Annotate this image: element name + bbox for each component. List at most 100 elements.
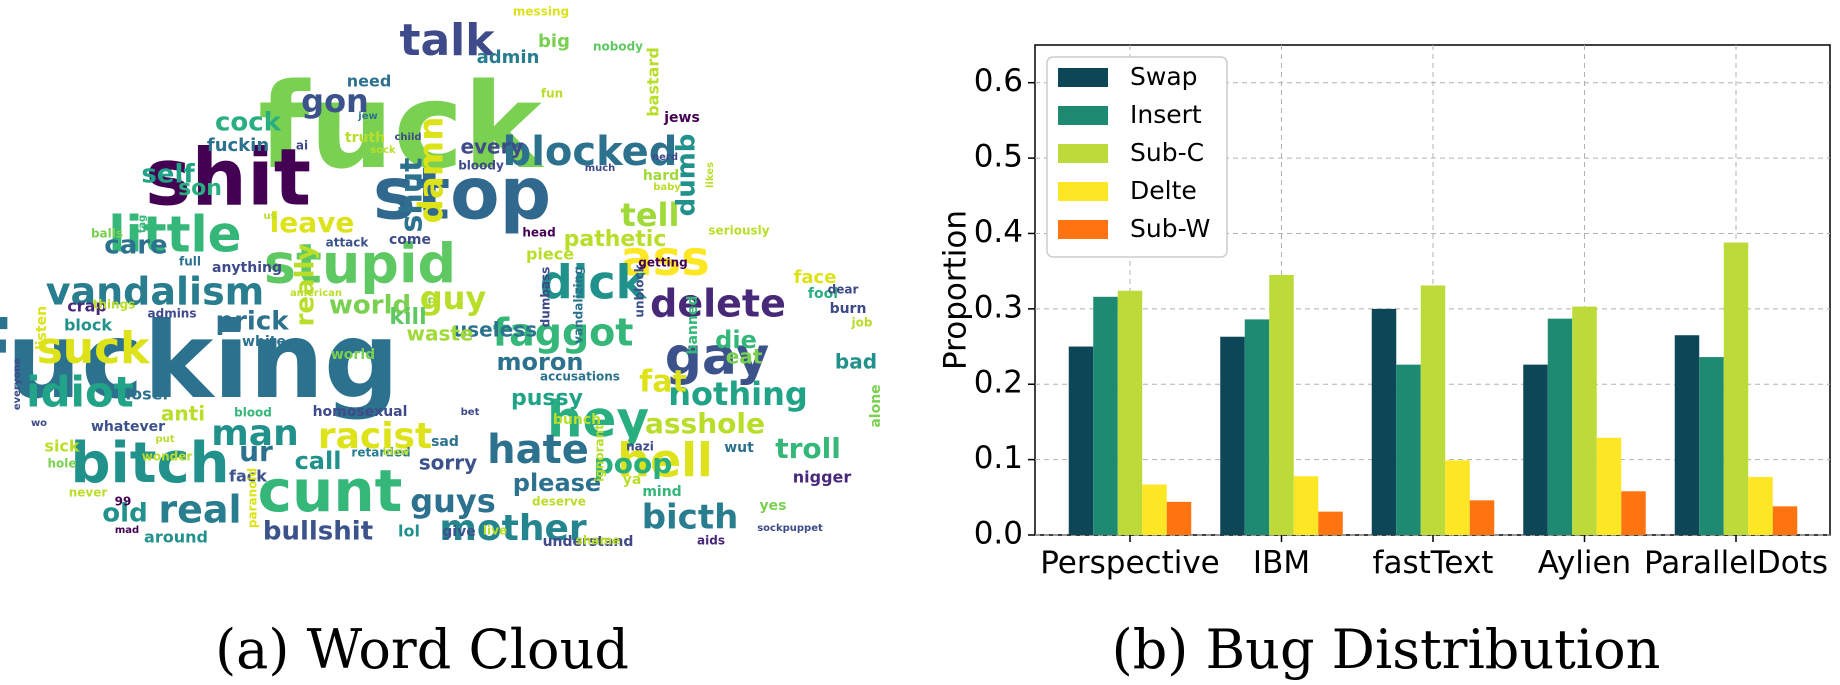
- cloud-word: wut: [724, 440, 754, 456]
- bar-insert: [1547, 318, 1573, 535]
- cloud-word: die: [715, 326, 757, 354]
- cloud-word: attack: [326, 236, 370, 250]
- cloud-word: world: [329, 291, 411, 321]
- cloud-word: retarded: [351, 446, 410, 460]
- cloud-word: vandalism: [46, 270, 265, 314]
- cloud-word: ur: [239, 435, 273, 468]
- bar-sub-w: [1469, 500, 1495, 535]
- caption-bug-distribution: (b) Bug Distribution: [1112, 618, 1661, 681]
- cloud-word: leave: [270, 206, 355, 239]
- cloud-word: shit: [145, 133, 311, 223]
- cloud-word: jews: [663, 110, 700, 126]
- cloud-word: dumbass: [539, 267, 553, 328]
- cloud-word: nobody: [593, 40, 643, 54]
- cloud-word: admins: [148, 307, 197, 321]
- cloud-word: fucking: [0, 300, 399, 422]
- y-axis-ticks: 0.0 0.1 0.2 0.3 0.4 0.5 0.6: [974, 63, 1035, 552]
- cloud-word: dick: [540, 256, 648, 310]
- legend-label: Delte: [1130, 176, 1197, 205]
- cloud-word: tell: [621, 196, 680, 234]
- bar-swap: [1220, 336, 1245, 535]
- cloud-word: ip: [425, 295, 436, 306]
- legend: Swap Insert Sub-C Delte Sub-W: [1046, 56, 1228, 258]
- legend-swatch: [1058, 220, 1108, 239]
- cloud-word: bicth: [642, 498, 739, 538]
- cloud-word: need: [347, 72, 392, 91]
- cloud-word: world: [331, 347, 375, 363]
- cloud-word: really: [291, 244, 321, 327]
- bar-sub-w: [1621, 491, 1646, 535]
- cloud-word: banned: [685, 296, 701, 355]
- cloud-word: loser: [126, 385, 171, 404]
- cloud-word: alone: [868, 384, 884, 427]
- cloud-word: everyone: [12, 358, 23, 411]
- cloud-word: every: [460, 135, 523, 159]
- cloud-word: real: [158, 488, 241, 532]
- cloud-word: sockpuppet: [757, 523, 823, 534]
- cloud-word: wo: [31, 418, 47, 429]
- cloud-word: care: [104, 231, 167, 261]
- cloud-word: burn: [830, 301, 867, 317]
- cloud-word: getting: [638, 256, 687, 270]
- cloud-word: self: [141, 160, 195, 190]
- cloud-word: hey: [547, 391, 649, 449]
- cloud-word: mind: [642, 484, 681, 500]
- cloud-word: anti: [161, 402, 205, 426]
- x-axis-ticks: Perspective IBM fastText Aylien ParallelDots: [1040, 535, 1828, 581]
- cloud-word: bad: [835, 350, 877, 374]
- cloud-word: things: [93, 298, 136, 312]
- cloud-word: put: [155, 434, 174, 445]
- cloud-word: nothing: [668, 375, 808, 413]
- word-cloud: fuck fucking shit stop talk bitch cunt stupid li…: [0, 5, 884, 551]
- bar-insert: [1396, 364, 1421, 535]
- cloud-word: nazi: [626, 440, 654, 454]
- bar-swap: [1523, 364, 1548, 535]
- cloud-word: sorry: [419, 451, 477, 475]
- legend-label: Sub-W: [1130, 214, 1210, 243]
- legend-swatch: [1058, 182, 1108, 201]
- bar-sub-c: [1420, 285, 1446, 535]
- cloud-word: bitch: [70, 431, 229, 496]
- cloud-word: shut: [395, 158, 430, 233]
- cloud-word: shame: [576, 534, 620, 548]
- cloud-word: fack: [229, 467, 267, 486]
- cloud-word: ignorant: [593, 424, 607, 482]
- cloud-word: sad: [431, 434, 459, 450]
- cloud-word: yes: [760, 498, 787, 514]
- cloud-word: fuck: [258, 57, 544, 195]
- legend-label: Sub-C: [1130, 138, 1204, 167]
- bar-swap: [1371, 308, 1397, 535]
- y-tick-label: 0.0: [974, 516, 1023, 552]
- cloud-word: bullshit: [263, 517, 373, 547]
- cloud-word: come: [389, 232, 431, 248]
- bar-delte: [1445, 460, 1470, 535]
- cloud-word: son: [178, 176, 222, 201]
- cloud-word: american: [290, 288, 342, 299]
- cloud-word: full: [179, 255, 201, 269]
- cloud-word: cock: [215, 108, 282, 138]
- cloud-word: blood: [234, 406, 272, 420]
- cloud-word: prick: [215, 307, 289, 337]
- cloud-word: give: [442, 524, 475, 540]
- cloud-word: head: [522, 226, 555, 240]
- y-tick-label: 0.5: [974, 139, 1023, 175]
- cloud-word: hard: [643, 168, 679, 184]
- bar-delte: [1596, 437, 1622, 535]
- cloud-word: fuckin: [207, 135, 269, 156]
- bar-chart: 0.0 0.1 0.2 0.3 0.4 0.5 0.6 Perspective IBM fast…: [938, 44, 1831, 581]
- cloud-word: admin: [477, 47, 540, 68]
- cloud-word: deserve: [532, 495, 586, 509]
- cloud-word: troll: [775, 432, 841, 465]
- bar-swap: [1674, 335, 1700, 535]
- bar-sub-c: [1572, 306, 1597, 535]
- cloud-word: ass: [620, 231, 710, 287]
- cloud-word: pussy: [511, 386, 583, 411]
- y-tick-label: 0.6: [974, 63, 1023, 99]
- cloud-word: jew: [357, 111, 377, 122]
- legend-swatch: [1058, 144, 1108, 163]
- cloud-word: job: [851, 316, 873, 330]
- cloud-word: big: [538, 31, 570, 52]
- cloud-word: ai: [296, 139, 308, 153]
- cloud-word: suck: [37, 323, 152, 374]
- cloud-word: idiot: [26, 368, 134, 417]
